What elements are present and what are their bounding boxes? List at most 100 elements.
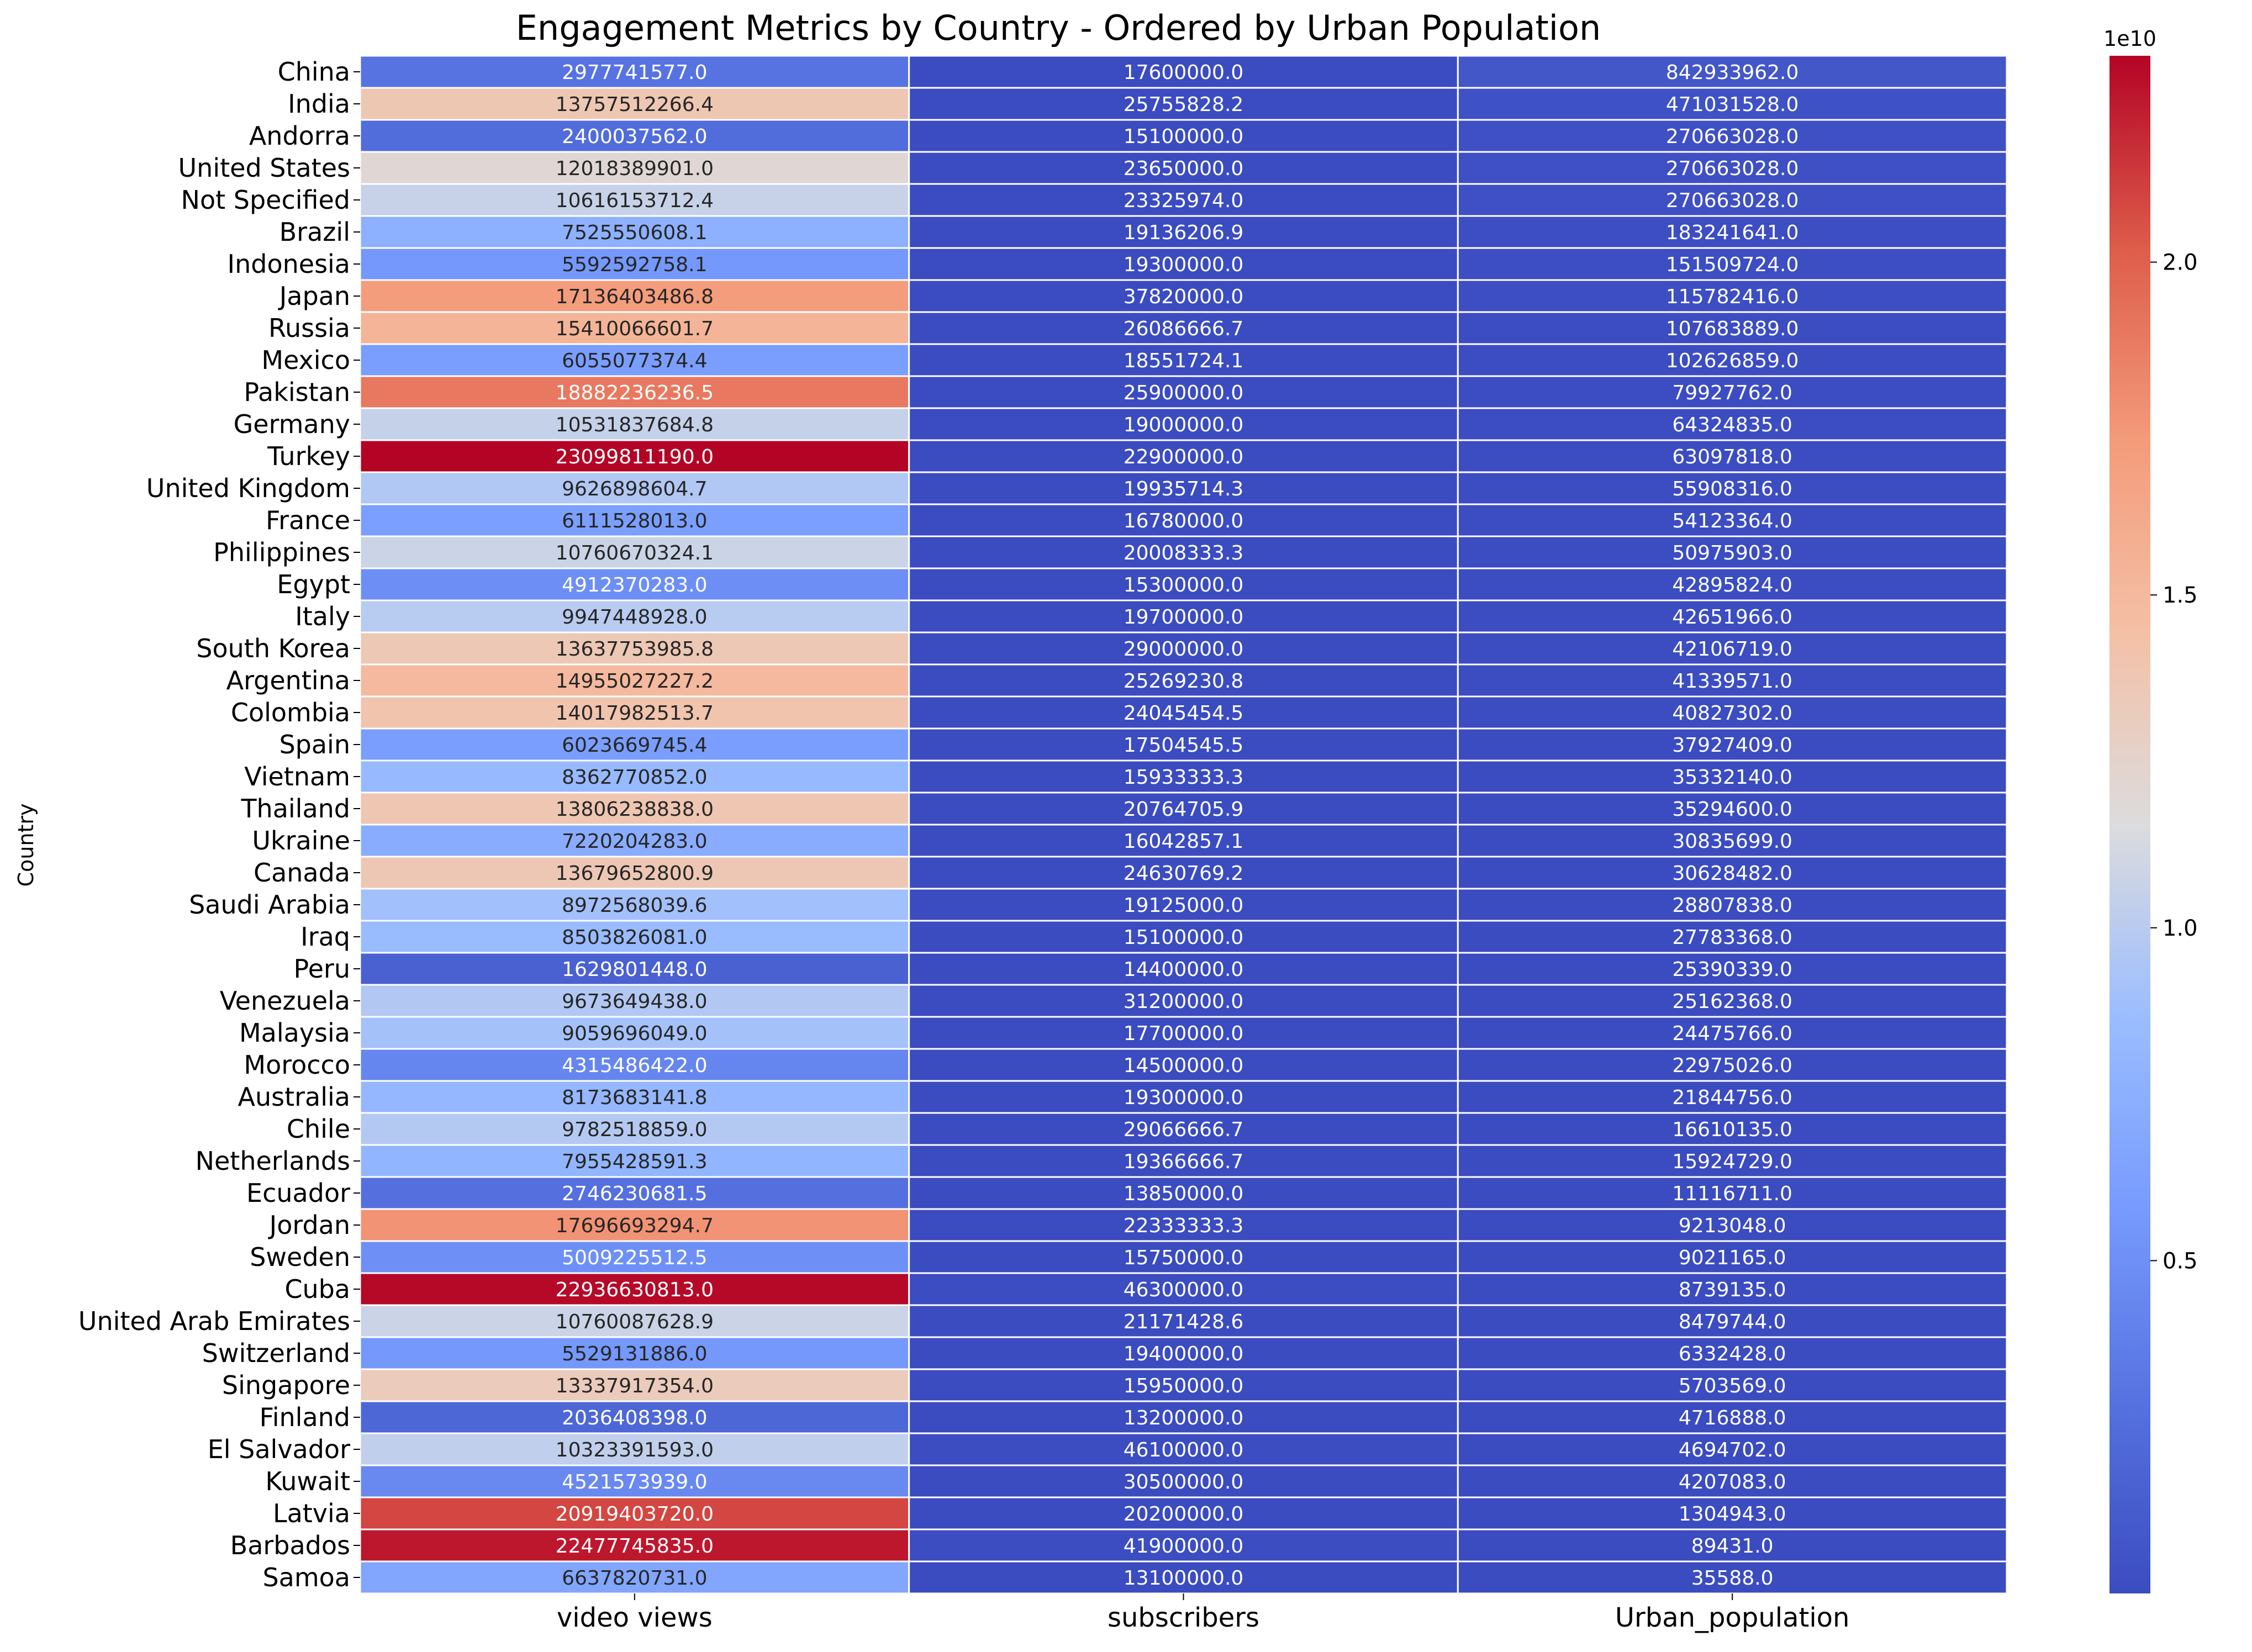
- cell-value-label: 2746230681.5: [562, 1183, 707, 1205]
- cell-value-label: 30835699.0: [1672, 830, 1792, 853]
- cell-value-label: 22477745835.0: [556, 1535, 714, 1558]
- heatmap-cell: [1457, 759, 2008, 794]
- cell-value-label: 19700000.0: [1124, 606, 1244, 629]
- cell-value-label: 19366666.7: [1124, 1150, 1244, 1173]
- heatmap-cell: [1457, 1496, 2008, 1530]
- heatmap-cell: [908, 183, 1459, 217]
- heatmap-cell: [1457, 791, 2008, 826]
- cell-value-label: 14500000.0: [1124, 1054, 1244, 1077]
- row-label: Egypt: [277, 569, 350, 599]
- heatmap-cell: [908, 631, 1459, 666]
- heatmap-cell: [908, 567, 1459, 601]
- cell-value-label: 17504545.5: [1124, 734, 1244, 757]
- column-labels: video views subscribers Urban_population: [557, 1593, 1849, 1633]
- cell-value-label: 9947448928.0: [562, 606, 707, 629]
- heatmap-cell: [359, 791, 910, 826]
- row-label: Vietnam: [244, 762, 350, 791]
- cell-value-label: 8972568039.6: [562, 894, 707, 917]
- heatmap-cell: [1457, 856, 2008, 890]
- row-label: Cuba: [284, 1274, 350, 1304]
- cell-value-label: 89431.0: [1691, 1535, 1774, 1558]
- cell-value-label: 15933333.3: [1124, 766, 1244, 789]
- cell-value-label: 64324835.0: [1672, 414, 1792, 436]
- heatmap-cell: [908, 1144, 1459, 1178]
- row-label: United States: [178, 153, 351, 183]
- colorbar-gradient: [2109, 56, 2150, 1593]
- cell-value-label: 11116711.0: [1672, 1183, 1792, 1205]
- heatmap-cell: [359, 343, 910, 377]
- row-label: Finland: [260, 1402, 350, 1432]
- heatmap-cell: [1457, 727, 2008, 762]
- heatmap-cell: [359, 151, 910, 185]
- colorbar-tick-label: 2.0: [2163, 250, 2198, 276]
- cell-value-label: 4716888.0: [1679, 1407, 1786, 1429]
- heatmap-cell: [908, 1304, 1459, 1338]
- heatmap-cell: [1457, 375, 2008, 409]
- y-axis-label: Country: [14, 804, 38, 887]
- heatmap-cell: [908, 343, 1459, 377]
- cell-value-label: 13100000.0: [1124, 1567, 1244, 1590]
- cell-value-label: 15300000.0: [1124, 574, 1244, 597]
- row-label: Brazil: [279, 217, 350, 247]
- cell-value-label: 7955428591.3: [562, 1150, 707, 1173]
- chart-title: Engagement Metrics by Country - Ordered …: [516, 8, 1601, 48]
- cell-value-label: 270663028.0: [1666, 125, 1799, 148]
- heatmap-cell: [1457, 151, 2008, 185]
- cell-value-label: 1304943.0: [1679, 1503, 1786, 1526]
- heatmap-cell: [1457, 1176, 2008, 1210]
- cell-value-label: 5009225512.5: [562, 1247, 707, 1269]
- cell-value-label: 37927409.0: [1672, 734, 1792, 757]
- colorbar-tick-label: 1.0: [2163, 916, 2198, 941]
- heatmap-cell: [908, 1176, 1459, 1210]
- row-label: Singapore: [222, 1370, 350, 1400]
- heatmap-cell: [359, 984, 910, 1018]
- heatmap-cell: [359, 759, 910, 794]
- heatmap-cell: [359, 952, 910, 986]
- cell-value-label: 18551724.1: [1124, 350, 1244, 372]
- column-label: subscribers: [1107, 1602, 1259, 1633]
- cell-value-label: 6055077374.4: [562, 350, 707, 372]
- cell-value-label: 19300000.0: [1124, 1086, 1244, 1109]
- row-label: Chile: [287, 1114, 350, 1144]
- cell-value-label: 15950000.0: [1124, 1375, 1244, 1397]
- heatmap-cell: [908, 1560, 1459, 1595]
- heatmap-cell: [359, 1272, 910, 1306]
- row-label: Saudi Arabia: [189, 890, 350, 920]
- cell-value-label: 24475766.0: [1672, 1022, 1792, 1045]
- row-label: Malaysia: [239, 1018, 350, 1048]
- cell-value-label: 102626859.0: [1666, 350, 1799, 372]
- cell-value-label: 14955027227.2: [556, 670, 714, 693]
- row-label: Pakistan: [244, 377, 350, 407]
- heatmap-cell: [1457, 1144, 2008, 1178]
- cell-value-label: 2977741577.0: [562, 61, 707, 84]
- cell-value-label: 22936630813.0: [556, 1279, 714, 1301]
- heatmap-cell: [359, 727, 910, 762]
- cell-value-label: 5529131886.0: [562, 1343, 707, 1365]
- colorbar-tick-label: 0.5: [2163, 1248, 2198, 1274]
- heatmap-cell: [908, 856, 1459, 890]
- cell-value-label: 151509724.0: [1666, 254, 1799, 276]
- heatmap-cell: [359, 1240, 910, 1274]
- colorbar-multiplier: 1e10: [2103, 27, 2156, 51]
- row-label: El Salvador: [208, 1434, 350, 1464]
- cell-value-label: 10531837684.8: [556, 414, 714, 436]
- heatmap-cell: [908, 1400, 1459, 1434]
- heatmap-cell: [908, 984, 1459, 1018]
- heatmap-cell: [1457, 1368, 2008, 1402]
- heatmap-cell: [908, 119, 1459, 153]
- cell-value-label: 20008333.3: [1124, 542, 1244, 564]
- cell-value-label: 9626898604.7: [562, 478, 707, 500]
- cell-value-label: 5703569.0: [1679, 1375, 1786, 1397]
- cell-value-label: 46100000.0: [1124, 1439, 1244, 1461]
- cell-value-label: 15100000.0: [1124, 125, 1244, 148]
- cell-value-label: 29000000.0: [1124, 638, 1244, 661]
- cell-value-label: 6637820731.0: [562, 1567, 707, 1590]
- cell-value-label: 79927762.0: [1672, 382, 1792, 404]
- row-label: Colombia: [231, 698, 350, 727]
- cell-value-label: 19000000.0: [1124, 414, 1244, 436]
- heatmap-cell: [359, 1304, 910, 1338]
- cell-value-label: 63097818.0: [1672, 446, 1792, 468]
- row-label: Netherlands: [196, 1146, 350, 1176]
- cell-value-label: 270663028.0: [1666, 189, 1799, 212]
- heatmap-cell: [359, 856, 910, 890]
